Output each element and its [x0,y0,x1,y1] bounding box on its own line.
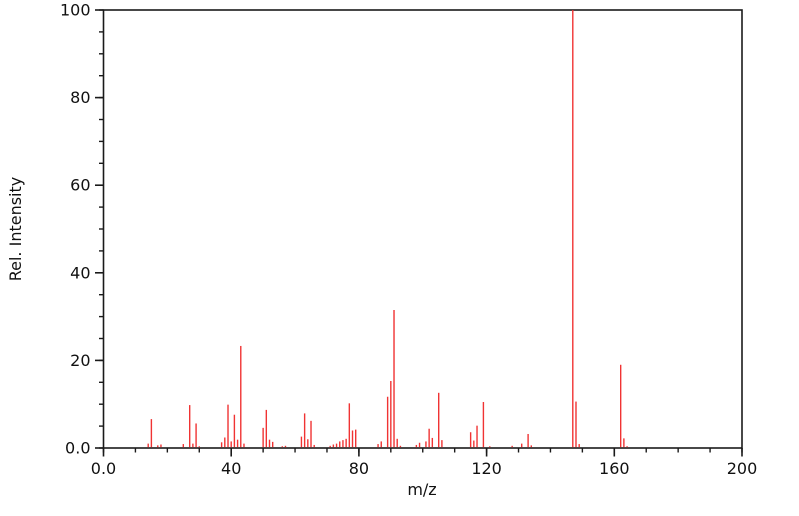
spectrum-peaks [147,10,628,448]
y-tick-label-20: 20 [70,351,90,370]
axis-tick-labels: 0.0 40 80 120 160 200 0.0 20 40 60 80 100 [60,1,757,479]
y-tick-label-0: 0.0 [65,439,90,458]
x-tick-label-200: 200 [727,459,758,478]
y-axis-title: Rel. Intensity [6,177,25,282]
plot-frame [102,9,743,449]
x-tick-label-80: 80 [349,459,369,478]
y-tick-label-40: 40 [70,263,90,282]
x-tick-label-160: 160 [599,459,630,478]
y-tick-label-60: 60 [70,176,90,195]
y-tick-label-100: 100 [60,1,91,20]
x-tick-label-120: 120 [471,459,502,478]
axis-ticks [95,9,743,457]
y-tick-label-80: 80 [70,88,90,107]
x-tick-label-40: 40 [221,459,241,478]
x-axis-title: m/z [407,480,436,499]
x-tick-label-0: 0.0 [91,459,116,478]
